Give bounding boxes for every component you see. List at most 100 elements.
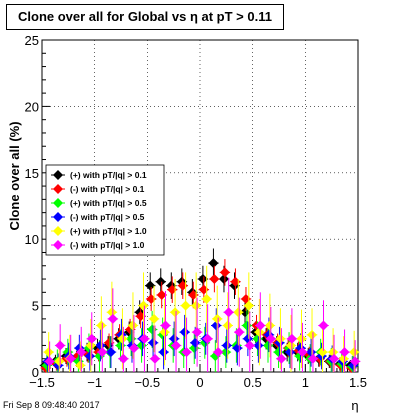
data-point — [201, 293, 212, 304]
data-point — [139, 333, 150, 344]
data-point — [264, 320, 275, 331]
legend-marker — [53, 226, 63, 236]
legend-marker — [53, 240, 63, 250]
legend-label: (-) with pT/|q| > 1.0 — [70, 240, 145, 250]
legend-marker — [53, 198, 63, 208]
data-point — [338, 353, 349, 364]
data-point — [296, 333, 307, 344]
data-point — [286, 333, 297, 344]
data-point — [208, 258, 219, 269]
data-point — [234, 327, 245, 338]
legend: (+) with pT/|q| > 0.1 (-) with pT/|q| > 0… — [45, 164, 165, 256]
data-point — [265, 333, 276, 344]
data-point — [155, 276, 166, 287]
data-point — [275, 333, 286, 344]
data-point — [276, 353, 287, 364]
x-tick-label: 0 — [196, 375, 203, 390]
x-tick-label: −1.5 — [29, 375, 55, 390]
y-tick-label: 0 — [32, 365, 39, 380]
data-point — [213, 347, 224, 358]
data-point — [158, 347, 169, 358]
x-tick-label: 1.5 — [349, 375, 367, 390]
data-point — [349, 347, 360, 358]
data-point — [44, 356, 55, 367]
data-point — [148, 337, 159, 348]
data-point — [107, 313, 118, 324]
data-point — [149, 313, 160, 324]
x-axis-label: η — [351, 398, 358, 413]
data-point — [96, 320, 107, 331]
data-point — [75, 360, 86, 371]
data-point — [76, 347, 87, 358]
y-axis-label: Clone over all (%) — [7, 121, 22, 230]
data-point — [43, 347, 54, 358]
data-point — [192, 327, 203, 338]
data-point — [318, 320, 329, 331]
y-tick-label: 20 — [25, 99, 39, 114]
data-point — [240, 307, 251, 318]
timestamp-footer: Fri Sep 8 09:48:40 2017 — [3, 400, 100, 410]
x-tick-label: 1 — [302, 375, 309, 390]
data-point — [255, 320, 266, 331]
data-point — [254, 327, 265, 338]
data-point — [105, 347, 116, 358]
data-point — [202, 333, 213, 344]
legend-label: (+) with pT/|q| > 0.5 — [70, 198, 147, 208]
data-point — [191, 300, 202, 311]
data-point — [54, 356, 65, 367]
data-point — [181, 347, 192, 358]
data-point — [285, 347, 296, 358]
data-point — [106, 307, 117, 318]
data-point — [307, 353, 318, 364]
data-point — [243, 300, 254, 311]
x-tick-label: −1 — [87, 375, 102, 390]
x-tick-label: 0.5 — [244, 375, 262, 390]
x-tick-label: −0.5 — [134, 375, 160, 390]
data-point — [307, 329, 318, 340]
data-point — [209, 274, 220, 285]
chart-title-box: Clone over all for Global vs η at pT > 0… — [6, 4, 284, 30]
data-point — [232, 343, 243, 354]
data-point — [253, 340, 264, 351]
data-point — [159, 327, 170, 338]
data-point — [221, 340, 232, 351]
y-tick-label: 10 — [25, 232, 39, 247]
data-point — [65, 353, 76, 364]
chart-title: Clone over all for Global vs η at pT > 0… — [18, 9, 272, 24]
data-point — [149, 353, 160, 364]
data-point — [127, 320, 138, 331]
series-group — [43, 265, 360, 372]
data-point — [179, 327, 190, 338]
data-point — [244, 340, 255, 351]
data-point — [233, 307, 244, 318]
data-point — [285, 340, 296, 351]
data-point — [211, 320, 222, 331]
legend-label: (+) with pT/|q| > 0.1 — [70, 170, 147, 180]
data-point — [138, 300, 149, 311]
data-point — [339, 347, 350, 358]
data-point — [55, 340, 66, 351]
data-point — [160, 320, 171, 331]
series-group — [44, 277, 361, 372]
data-point — [117, 333, 128, 344]
data-point — [84, 351, 95, 362]
data-point — [128, 343, 139, 354]
data-point — [218, 274, 229, 285]
data-point — [86, 333, 97, 344]
data-point — [180, 300, 191, 311]
data-point — [350, 356, 361, 367]
data-point — [85, 340, 96, 351]
y-tick-label: 15 — [25, 166, 39, 181]
y-tick-label: 25 — [25, 33, 39, 48]
data-point — [219, 267, 230, 278]
legend-label: (+) with pT/|q| > 1.0 — [70, 226, 147, 236]
data-point — [197, 274, 208, 285]
data-point — [97, 347, 108, 358]
legend-marker — [53, 170, 63, 180]
data-point — [190, 337, 201, 348]
data-point — [145, 280, 156, 291]
data-point — [317, 347, 328, 358]
data-point — [329, 353, 340, 364]
legend-label: (-) with pT/|q| > 0.1 — [70, 184, 145, 194]
data-point — [220, 347, 231, 358]
